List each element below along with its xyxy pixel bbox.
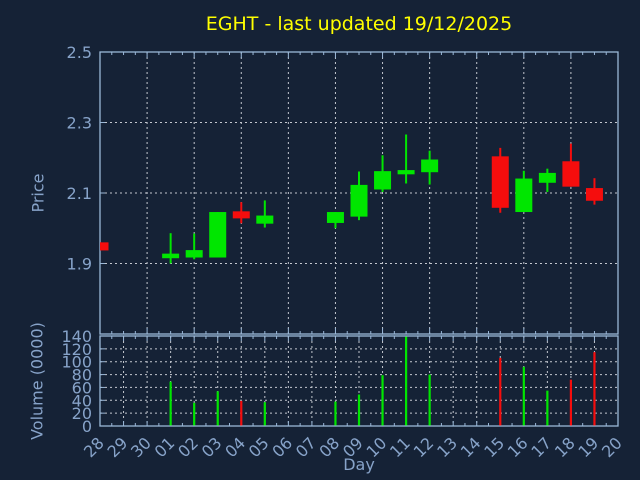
- x-axis-label: Day: [343, 455, 375, 474]
- price-tick-label: 2.1: [67, 184, 92, 203]
- panel-frames: [99, 51, 619, 427]
- candle-body-10: [374, 171, 392, 190]
- candle-body-03: [209, 212, 227, 258]
- candle-body-09: [350, 184, 368, 217]
- volume-tick-label: 40: [72, 391, 92, 410]
- volume-tick-label: 80: [72, 366, 92, 385]
- candle-body-01: [162, 253, 180, 259]
- price-tick-label: 2.3: [67, 114, 92, 133]
- volume-tick-label: 0: [82, 417, 92, 436]
- candle-body-17: [538, 172, 556, 183]
- candle-body-02: [185, 250, 203, 258]
- volume-tick-label: 20: [72, 404, 92, 423]
- volume-axis-label: Volume (0000): [27, 322, 47, 440]
- volume-tick-label: 140: [61, 327, 92, 346]
- candle-body-12: [421, 159, 439, 173]
- candles-group: [100, 134, 603, 264]
- candle-body-19: [585, 188, 603, 201]
- price-tick-label: 1.9: [67, 255, 92, 274]
- candle-body-16: [515, 178, 533, 213]
- tick-marks: [100, 51, 607, 427]
- chart-title: EGHT - last updated 19/12/2025: [205, 13, 513, 35]
- price-tick-label: 2.5: [67, 43, 92, 62]
- tick-labels: 2.52.32.11.91401201008060402002829300102…: [61, 43, 625, 461]
- gridlines: [100, 52, 618, 426]
- candle-body-28: [100, 242, 109, 251]
- candle-body-05: [256, 215, 274, 224]
- candle-body-15: [491, 156, 509, 208]
- candle-body-04: [232, 211, 250, 219]
- candle-body-18: [562, 161, 580, 187]
- volume-tick-label: 100: [61, 353, 92, 372]
- price-axis-label: Price: [28, 173, 48, 213]
- volume-tick-label: 120: [61, 340, 92, 359]
- volume-bars-group: [169, 336, 596, 426]
- volume-tick-label: 60: [72, 378, 92, 397]
- candle-body-08: [326, 212, 344, 223]
- candle-body-11: [397, 170, 415, 175]
